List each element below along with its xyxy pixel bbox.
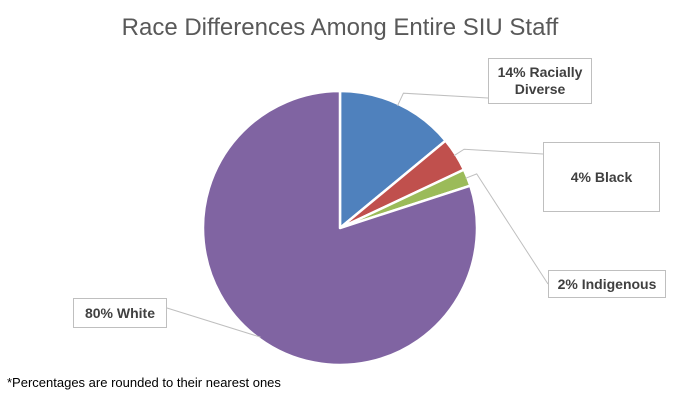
leader-line-black [453,148,544,157]
pie-slice-white [201,89,479,367]
chart-title: Race Differences Among Entire SIU Staff [121,14,559,41]
leader-line-white [166,307,261,338]
data-label-racially-diverse: 14% Racially Diverse [488,58,592,104]
leader-line-indigenous [465,173,549,285]
data-label-white: 80% White [73,298,167,328]
leader-line-racially-diverse [397,92,489,107]
data-label-black: 4% Black [543,142,660,212]
data-label-indigenous: 2% Indigenous [548,270,666,298]
footnote: *Percentages are rounded to their neares… [7,375,281,390]
